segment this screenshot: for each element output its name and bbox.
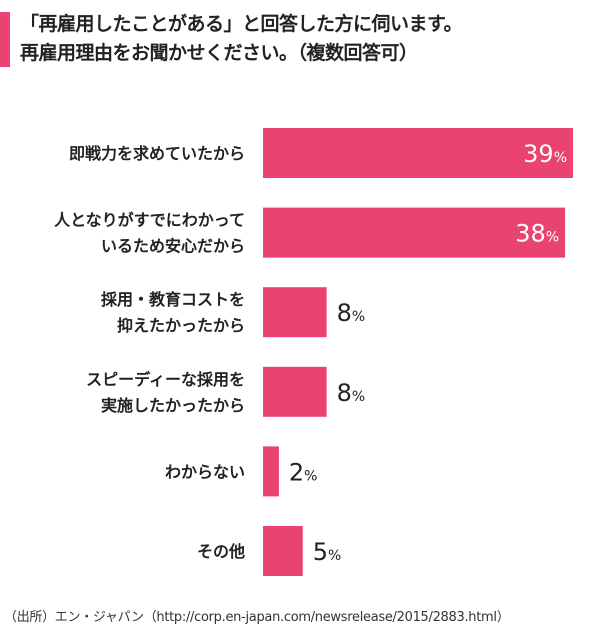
category-label: 採用・教育コストを <box>101 290 245 309</box>
category-label: 抑えたかったから <box>117 316 245 335</box>
category-label: 即戦力を求めていたから <box>69 144 245 163</box>
category-label: その他 <box>197 542 245 561</box>
bar <box>263 446 279 497</box>
bar <box>263 366 327 417</box>
chart-title: 「再雇用したことがある」と回答した方に伺います。 再雇用理由をお聞かせください。… <box>20 10 463 68</box>
value-label: 5% <box>313 538 342 566</box>
category-label: わからない <box>165 462 245 481</box>
bar <box>263 526 303 576</box>
chart-title-line-2: 再雇用理由をお聞かせください。（複数回答可） <box>20 42 418 64</box>
title-accent-bar <box>0 12 10 67</box>
category-label: 実施したかったから <box>101 396 245 415</box>
value-label: 8% <box>337 379 366 407</box>
category-label: 人となりがすでにわかって <box>54 211 245 230</box>
value-label: 2% <box>289 458 318 486</box>
value-label: 38% <box>515 220 559 248</box>
source-note: （出所）エン・ジャパン（http://corp.en-japan.com/new… <box>4 610 510 625</box>
value-label: 8% <box>337 299 366 327</box>
bar <box>263 207 566 258</box>
chart-title-line-1: 「再雇用したことがある」と回答した方に伺います。 <box>20 13 463 35</box>
category-label: いるため安心だから <box>101 237 245 256</box>
bar <box>263 128 573 178</box>
bar <box>263 287 327 338</box>
category-label: スピーディーな採用を <box>86 370 245 389</box>
value-label: 39% <box>523 140 567 168</box>
